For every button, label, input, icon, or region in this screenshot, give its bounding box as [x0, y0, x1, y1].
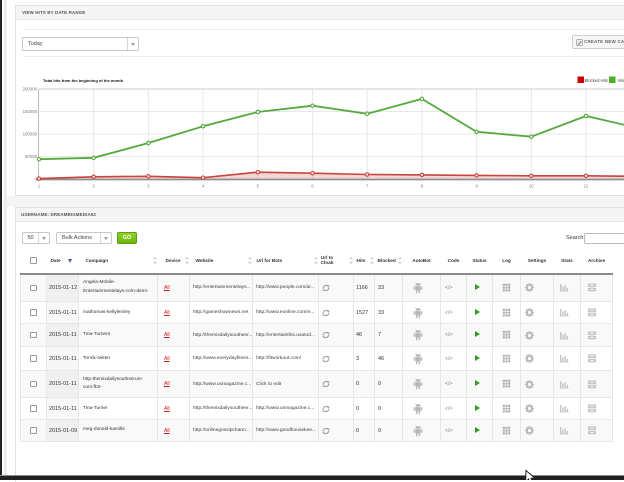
- svg-text:4: 4: [202, 184, 205, 189]
- svg-text:Blocked Hits: Blocked Hits: [585, 78, 608, 83]
- svg-text:200000: 200000: [23, 87, 38, 92]
- svg-text:7: 7: [366, 184, 369, 189]
- svg-text:3: 3: [147, 184, 150, 189]
- svg-text:2: 2: [93, 184, 96, 189]
- svg-text:Visitors: Visitors: [618, 78, 624, 83]
- svg-text:9: 9: [475, 184, 478, 189]
- svg-text:6: 6: [311, 184, 314, 189]
- svg-text:100000: 100000: [23, 132, 38, 137]
- svg-text:10: 10: [529, 184, 534, 189]
- svg-text:5: 5: [257, 184, 260, 189]
- svg-text:8: 8: [421, 184, 424, 189]
- svg-text:11: 11: [584, 184, 589, 189]
- svg-text:150000: 150000: [23, 109, 38, 114]
- svg-text:1: 1: [38, 184, 41, 189]
- svg-text:50000: 50000: [25, 154, 38, 159]
